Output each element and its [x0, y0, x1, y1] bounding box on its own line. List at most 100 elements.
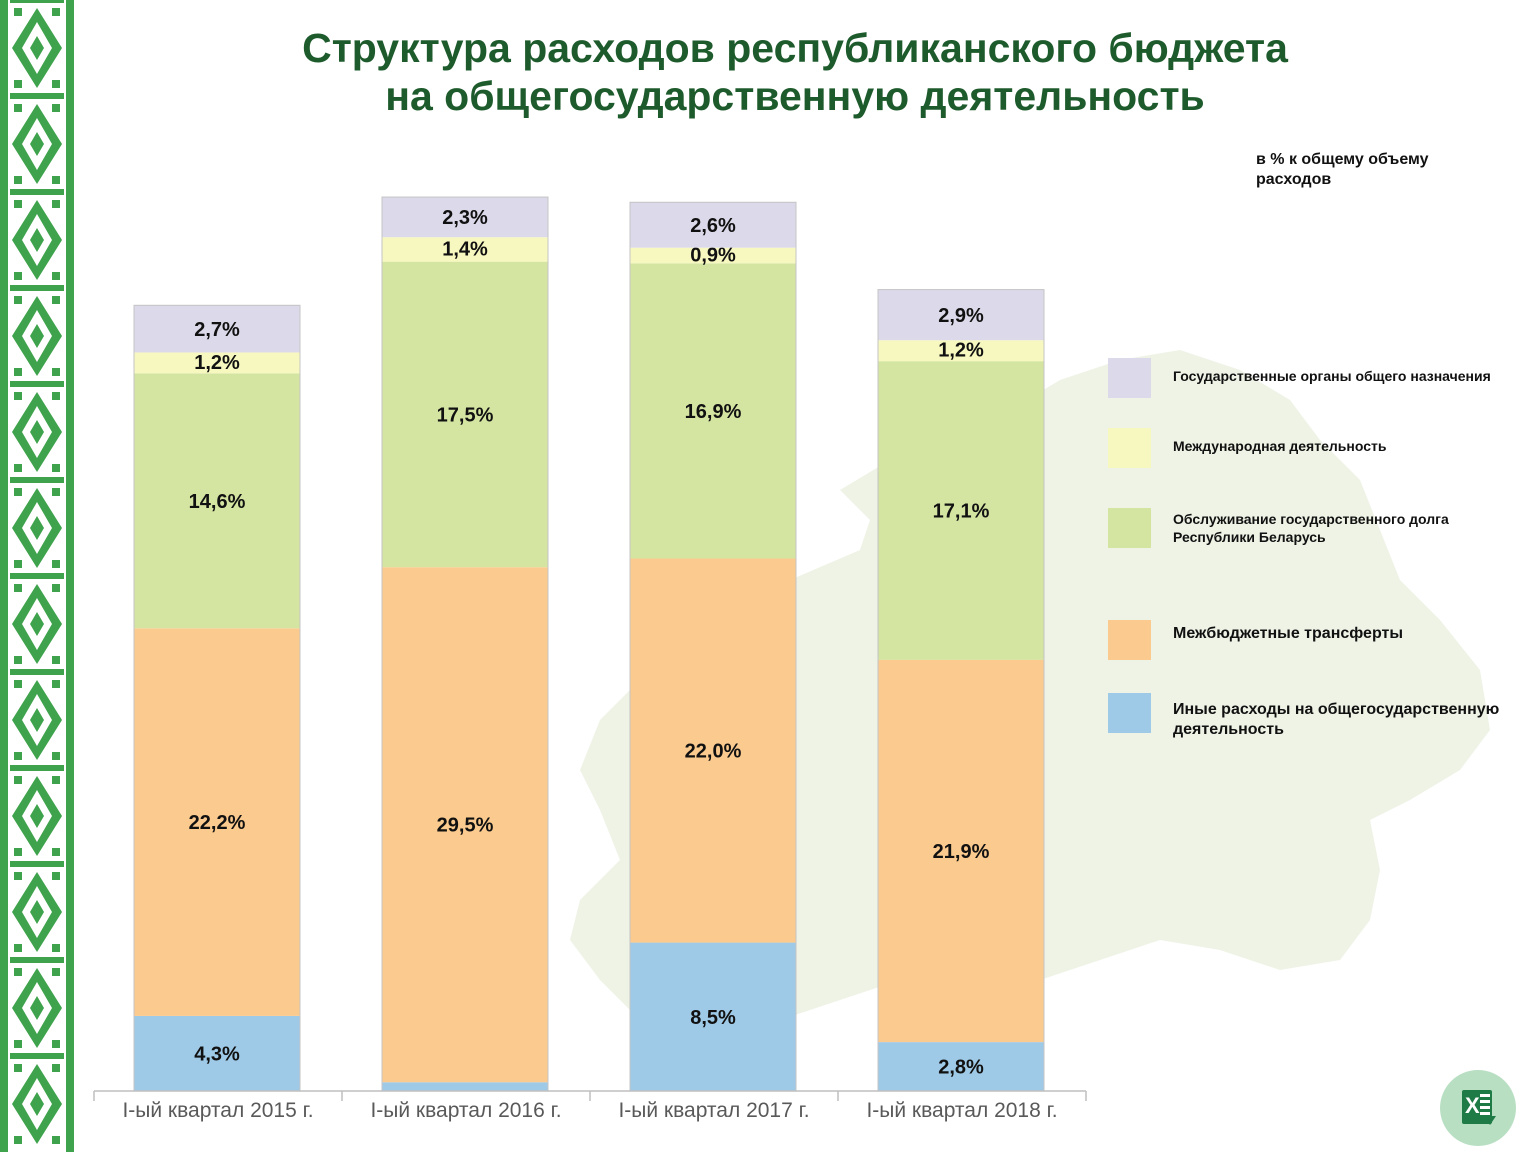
ornament-dot: [14, 968, 22, 976]
data-label: 16,9%: [685, 401, 742, 423]
ornament-dot: [14, 392, 22, 400]
ornament-dot: [52, 392, 60, 400]
ornament-diamond-core: [30, 996, 44, 1020]
ornament-bar: [10, 381, 64, 387]
ornament-bar: [10, 189, 64, 195]
ornament-dot: [52, 368, 60, 376]
data-label: 29,5%: [437, 815, 494, 837]
ornament-dot: [52, 200, 60, 208]
bar-segment: [382, 1082, 548, 1091]
ornament-dot: [14, 80, 22, 88]
bar-segment: [878, 361, 1044, 660]
bar-segment: [382, 261, 548, 568]
ornament-diamond-core: [30, 228, 44, 252]
data-label: 2,6%: [690, 215, 736, 237]
ornament-bar: [10, 861, 64, 867]
ornament-dot: [52, 656, 60, 664]
ornament-dot: [14, 776, 22, 784]
ornament-diamond-core: [30, 900, 44, 924]
bar-segment: [630, 558, 796, 943]
ornament-diamond-core: [30, 420, 44, 444]
ornament-dot: [14, 584, 22, 592]
ornament-dot: [52, 296, 60, 304]
ornament-dot: [14, 488, 22, 496]
legend-label: Обслуживание государственного долга Респ…: [1173, 511, 1449, 545]
excel-download-button[interactable]: X: [1440, 1070, 1516, 1146]
legend-label: Межбюджетные трансферты: [1173, 625, 1403, 642]
ornament-dot: [52, 584, 60, 592]
bar-segment: [630, 247, 796, 264]
data-label: 1,2%: [194, 352, 240, 374]
ornament-dot: [14, 872, 22, 880]
bar-segment: [382, 567, 548, 1083]
data-label: 2,7%: [194, 319, 240, 341]
ornament-dot: [52, 464, 60, 472]
data-label: 22,0%: [685, 741, 742, 763]
ornament-dot: [14, 848, 22, 856]
ornament-diamond-core: [30, 708, 44, 732]
ornament-dot: [52, 176, 60, 184]
excel-x-glyph: X: [1465, 1093, 1480, 1118]
legend-label: Государственные органы общего назначения: [1173, 368, 1491, 384]
ornament-dot: [14, 296, 22, 304]
ornament-diamond-core: [30, 1092, 44, 1116]
bar-segment: [878, 340, 1044, 362]
excel-grid-icon: [1480, 1094, 1490, 1118]
legend-swatch: [1108, 693, 1151, 733]
ornament-dot: [52, 848, 60, 856]
bar-segment: [134, 1015, 300, 1091]
ornament-dot: [14, 200, 22, 208]
ornament-dot: [14, 656, 22, 664]
x-tick-label: I-ый квартал 2018 г.: [866, 1099, 1057, 1122]
bar-segment: [630, 942, 796, 1091]
bar-segment: [134, 373, 300, 629]
legend-swatch: [1108, 508, 1151, 548]
bar-segment: [878, 289, 1044, 341]
ornament-dot: [14, 1136, 22, 1144]
data-label: 22,2%: [189, 812, 246, 834]
x-tick-label: I-ый квартал 2015 г.: [122, 1099, 313, 1122]
ornament-dot: [52, 968, 60, 976]
ornament-dot: [14, 368, 22, 376]
data-label: 1,4%: [442, 238, 488, 260]
ornament-diamond-core: [30, 36, 44, 60]
legend-swatch: [1108, 358, 1151, 398]
ornament-dot: [14, 104, 22, 112]
data-label: 1,2%: [938, 340, 984, 362]
legend-swatch: [1108, 428, 1151, 468]
data-label: 2,8%: [938, 1057, 984, 1079]
ornament-bar: [10, 669, 64, 675]
ornament-bar: [10, 573, 64, 579]
data-label: 14,6%: [189, 491, 246, 513]
data-label: 8,5%: [690, 1007, 736, 1029]
ornament-bar: [10, 957, 64, 963]
x-tick-label: I-ый квартал 2017 г.: [618, 1099, 809, 1122]
ornament-bar: [10, 477, 64, 483]
chart-title: Структура расходов республиканского бюдж…: [150, 24, 1440, 120]
ornament-dot: [14, 176, 22, 184]
ornament-dot: [52, 752, 60, 760]
ornament-diamond-core: [30, 516, 44, 540]
bar-segment: [878, 659, 1044, 1043]
ornament-diamond-core: [30, 132, 44, 156]
ornament-dot: [14, 1064, 22, 1072]
ornament-dot: [52, 1040, 60, 1048]
data-label: 17,5%: [437, 404, 494, 426]
data-label: 4,3%: [194, 1043, 240, 1065]
x-tick-label: I-ый квартал 2016 г.: [370, 1099, 561, 1122]
legend-label: Иные расходы на общегосударственную деят…: [1173, 701, 1500, 738]
ornament-dot: [14, 1040, 22, 1048]
bar-segment: [878, 1042, 1044, 1091]
ornament-dot: [14, 680, 22, 688]
ornament-dot: [52, 776, 60, 784]
ornament-dot: [14, 560, 22, 568]
data-label: 2,9%: [938, 305, 984, 327]
ornament-bar: [10, 285, 64, 291]
ornament-dot: [52, 944, 60, 952]
ornament-dot: [52, 8, 60, 16]
data-label: 21,9%: [933, 841, 990, 863]
unit-note: в % к общему объему расходов: [1256, 151, 1429, 188]
ornament-dot: [14, 8, 22, 16]
ornament-dot: [52, 560, 60, 568]
